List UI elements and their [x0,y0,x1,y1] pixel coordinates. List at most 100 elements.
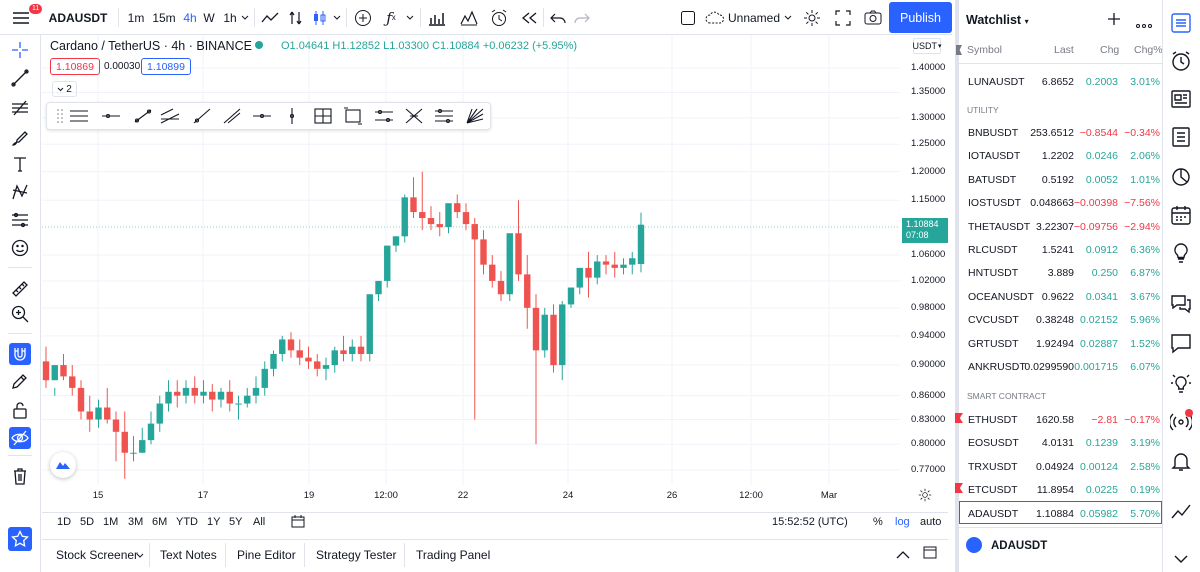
range-1y[interactable]: 1Y [207,516,221,528]
candles-icon[interactable] [309,0,331,35]
compare-icon[interactable] [285,0,307,35]
watchlist-row[interactable]: ETCUSDT 11.8954 0.0225 0.19% [959,478,1162,501]
watchlist-row[interactable]: BATUSDT 0.5192 0.0052 1.01% [959,168,1162,191]
watchlist-row[interactable]: GRTUSDT 1.92494 0.02887 1.52% [959,332,1162,355]
ruler-icon[interactable] [9,278,31,300]
drag-handle-icon[interactable] [50,107,63,127]
chevron-down-icon[interactable] [404,0,416,35]
watchlist-row[interactable]: ADAUSDT 1.10884 0.05982 5.70% [959,502,1162,525]
watchlist-row[interactable]: ETHUSDT 1620.58 −2.81 −0.17% [959,408,1162,431]
watchlist-row[interactable]: RLCUSDT 1.5241 0.0912 6.36% [959,238,1162,261]
watchlist-row[interactable]: TRXUSDT 0.04924 0.00124 2.58% [959,455,1162,478]
news-icon[interactable] [1170,88,1192,110]
alert-icon[interactable] [488,0,510,35]
undo-icon[interactable] [548,0,568,35]
buy-price-button[interactable]: 1.10899 [141,58,191,75]
line-chart-type-icon[interactable] [259,0,281,35]
alerts-clock-icon[interactable] [1170,50,1192,72]
rectangle-icon[interactable] [343,107,365,127]
favorites-star-icon[interactable] [8,527,32,551]
watchlist-icon[interactable] [1170,12,1192,34]
hide-drawings-eye-icon[interactable] [9,427,31,449]
candlestick-chart[interactable] [42,35,946,512]
chats-icon[interactable] [1170,292,1192,314]
range-5y[interactable]: 5Y [229,516,243,528]
financials-icon[interactable] [426,0,448,35]
chevron-up-icon[interactable] [896,548,910,562]
watchlist-row[interactable]: IOSTUSDT 0.048663 −0.00398 −7.56% [959,191,1162,214]
tradingview-logo-icon[interactable] [50,452,76,478]
sell-price-button[interactable]: 1.10869 [50,58,100,75]
zoom-in-icon[interactable] [9,303,31,325]
watchlist-row[interactable]: THETAUSDT 3.22307 −0.09756 −2.94% [959,215,1162,238]
parallel-channel-icon[interactable] [160,107,182,127]
tab-text-notes[interactable]: Text Notes [160,548,217,562]
chevron-down-icon[interactable] [136,548,144,562]
chevron-down-icon[interactable] [782,0,794,35]
streams-broadcast-icon[interactable] [1168,409,1194,433]
gann-box-icon[interactable] [434,107,456,127]
interval-4h[interactable]: 4h [183,10,197,25]
fib-fan-icon[interactable] [404,107,426,127]
watchlist-row[interactable]: OCEANUSDT 0.9622 0.0341 3.67% [959,285,1162,308]
pitchfork-icon[interactable] [374,107,396,127]
range-1m[interactable]: 1M [103,516,119,528]
tab-pine-editor[interactable]: Pine Editor [237,548,296,562]
interval-1h[interactable]: 1h [223,10,237,25]
fan-lines-icon[interactable] [465,107,487,127]
watchlist-row[interactable]: ANKRUSDT 0.0299590 0.001715 6.07% [959,355,1162,378]
range-ytd[interactable]: YTD [176,516,198,528]
watchlist-row[interactable]: LUNAUSDT 6.8652 0.2003 3.01% [959,70,1162,93]
flag-icon[interactable] [955,483,963,493]
hotlists-pie-icon[interactable] [1170,166,1192,188]
horizontal-lines-icon[interactable] [69,107,91,127]
ray-icon[interactable] [192,107,214,127]
fullscreen-toggle-icon[interactable] [678,0,698,35]
range-5d[interactable]: 5D [80,516,95,528]
flag-icon[interactable] [956,45,962,55]
text-tool-icon[interactable] [9,153,31,175]
trash-icon[interactable] [9,465,31,487]
add-indicator-icon[interactable] [352,0,374,35]
tab-strategy-tester[interactable]: Strategy Tester [316,548,397,562]
fullscreen-icon[interactable] [832,0,854,35]
vertical-line-icon[interactable] [282,107,304,127]
range-3m[interactable]: 3M [128,516,144,528]
prediction-icon[interactable] [9,209,31,231]
fib-tool-icon[interactable] [9,97,31,119]
trading-chart-icon[interactable] [1170,500,1192,522]
symbol-legend-title[interactable]: Cardano / TetherUS · 4h · BINANCE [50,39,252,53]
goto-date-icon[interactable] [291,515,305,531]
watchlist-row[interactable]: IOTAUSDT 1.2202 0.0246 2.06% [959,144,1162,167]
chevron-down-icon[interactable] [1170,548,1192,570]
settings-gear-icon[interactable] [801,0,823,35]
notifications-bell-icon[interactable] [1170,450,1192,472]
auto-scale-toggle[interactable]: auto [920,516,942,528]
percent-scale-toggle[interactable]: % [873,516,883,528]
camera-icon[interactable] [862,0,884,35]
watchlist-row[interactable]: CVCUSDT 0.38248 0.02152 5.96% [959,308,1162,331]
horizontal-ray-icon[interactable] [101,107,123,127]
column-chg[interactable]: Chg [1100,44,1120,56]
trend-line-icon[interactable] [133,107,155,127]
magnet-icon[interactable] [9,343,31,365]
layout-name[interactable]: Unnamed [727,10,781,25]
column-last[interactable]: Last [1054,44,1074,56]
utc-clock[interactable]: 15:52:52 (UTC) [772,516,848,528]
chevron-down-icon[interactable] [331,0,343,35]
interval-1m[interactable]: 1m [127,10,145,25]
column-symbol[interactable]: Symbol [967,44,1003,56]
add-symbol-plus-icon[interactable] [1107,12,1121,29]
watchlist-title[interactable]: Watchlist ▾ [966,13,1029,27]
replay-icon[interactable] [518,0,540,35]
maximize-panel-icon[interactable] [923,546,937,562]
brush-icon[interactable] [9,127,31,149]
tab-stock-screener[interactable]: Stock Screener [56,548,139,562]
menu-icon[interactable]: 11 [6,0,43,35]
trend-line-icon[interactable] [9,67,31,89]
emoji-icon[interactable] [9,237,31,259]
data-window-icon[interactable] [1170,126,1192,148]
more-options-icon[interactable] [1136,17,1152,31]
ideas-bulb-icon[interactable] [1170,242,1192,264]
